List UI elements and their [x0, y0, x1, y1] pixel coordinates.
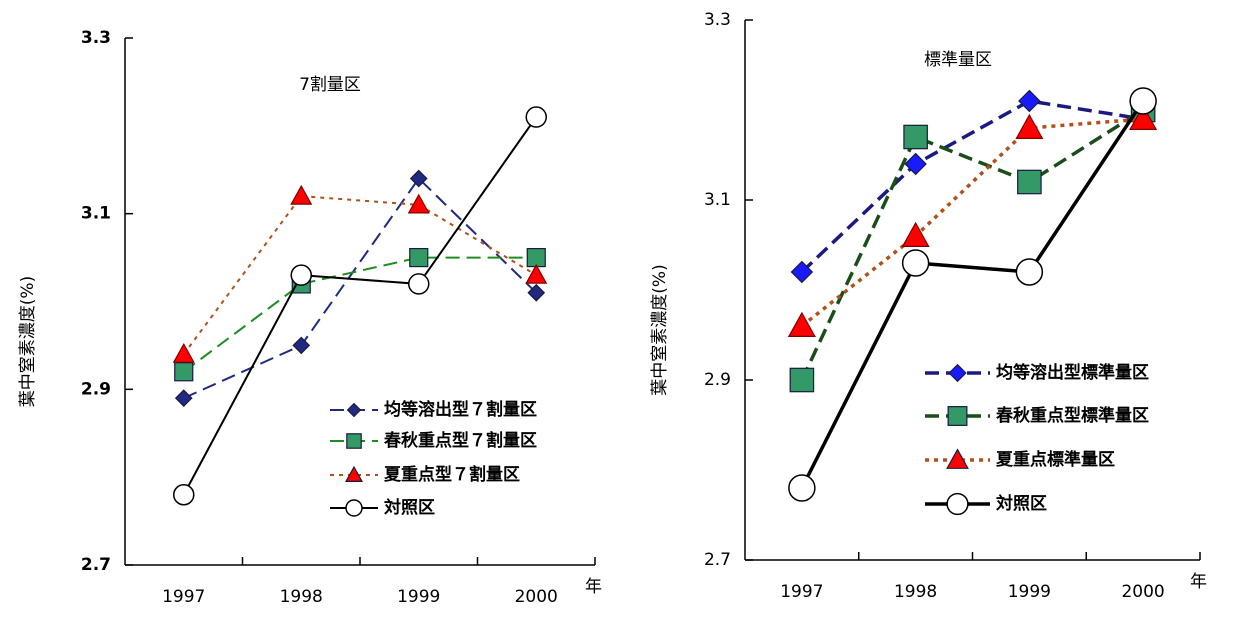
marker	[901, 221, 930, 247]
marker	[1017, 169, 1042, 195]
marker	[292, 336, 311, 355]
legend-label: 均等溶出型７割量区	[384, 399, 537, 420]
series-line	[182, 116, 538, 496]
x-tick-label: 1997	[162, 587, 205, 607]
marker	[174, 362, 194, 382]
legend-label: 対照区	[995, 493, 1047, 514]
marker	[408, 273, 430, 295]
marker	[789, 367, 815, 393]
marker	[174, 389, 193, 407]
marker	[904, 152, 927, 176]
marker	[172, 342, 195, 363]
marker	[407, 193, 430, 214]
marker	[346, 402, 362, 418]
marker	[790, 260, 814, 284]
series-line	[800, 100, 1145, 489]
series-line	[800, 99, 1144, 274]
x-unit: 年	[1190, 572, 1207, 592]
marker	[346, 433, 362, 449]
marker	[1015, 113, 1044, 139]
y-axis-label: 葉中窒素濃度(%)	[650, 264, 670, 395]
y-tick-label: 2.9	[81, 379, 111, 399]
y-tick-label: 3.3	[81, 28, 111, 48]
marker	[526, 247, 546, 268]
y-tick-label: 2.7	[704, 550, 731, 570]
marker	[948, 363, 967, 383]
y-axis-label: 葉中窒素濃度(%)	[18, 276, 38, 407]
x-tick-label: 2000	[1121, 582, 1164, 602]
x-tick-label: 2000	[515, 587, 558, 607]
marker	[903, 124, 928, 150]
series-line	[182, 195, 537, 355]
marker	[788, 474, 816, 502]
y-tick-label: 3.1	[704, 190, 731, 210]
legend-label: 春秋重点型標準量区	[996, 405, 1149, 426]
chart-title: 標準量区	[924, 50, 992, 70]
x-unit: 年	[585, 577, 602, 597]
marker	[947, 406, 968, 426]
y-tick-label: 2.7	[81, 555, 111, 575]
marker	[345, 499, 363, 517]
y-tick-label: 3.3	[704, 10, 731, 30]
y-tick-label: 2.9	[704, 370, 731, 390]
legend-label: 春秋重点型７割量区	[384, 430, 537, 451]
x-tick-label: 1998	[894, 582, 937, 602]
marker	[409, 247, 429, 268]
y-tick-label: 3.1	[81, 204, 111, 224]
marker	[787, 311, 816, 337]
legend-label: 夏重点標準量区	[996, 449, 1115, 470]
chart-title: 7割量区	[299, 75, 361, 95]
marker	[527, 283, 546, 302]
series-line	[800, 108, 1145, 381]
x-tick-label: 1998	[280, 587, 323, 607]
legend-label: 均等溶出型標準量区	[996, 362, 1149, 383]
marker	[290, 184, 313, 205]
marker	[344, 465, 364, 482]
legend-label: 夏重点型７割量区	[384, 464, 520, 485]
legend-label: 対照区	[383, 497, 435, 518]
marker	[1129, 87, 1157, 115]
marker	[901, 249, 930, 277]
marker	[1015, 258, 1044, 286]
marker	[946, 448, 969, 469]
x-tick-label: 1999	[397, 587, 440, 607]
marker	[173, 483, 195, 506]
series-line	[800, 117, 1144, 328]
marker	[1018, 89, 1041, 113]
marker	[1129, 104, 1158, 130]
marker	[525, 106, 547, 128]
series-line	[183, 176, 537, 400]
series-line	[183, 256, 537, 373]
x-tick-label: 1999	[1008, 582, 1051, 602]
marker	[409, 169, 428, 188]
x-tick-label: 1997	[780, 582, 823, 602]
marker	[525, 263, 548, 284]
marker	[946, 492, 969, 516]
marker	[290, 264, 312, 286]
